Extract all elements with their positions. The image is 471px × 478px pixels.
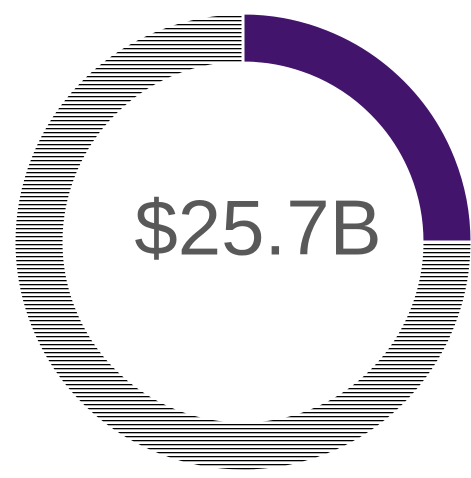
donut-slice xyxy=(241,11,471,244)
slices xyxy=(12,11,471,473)
center-label: $25.7B xyxy=(134,184,381,272)
donut-slice xyxy=(12,11,471,473)
